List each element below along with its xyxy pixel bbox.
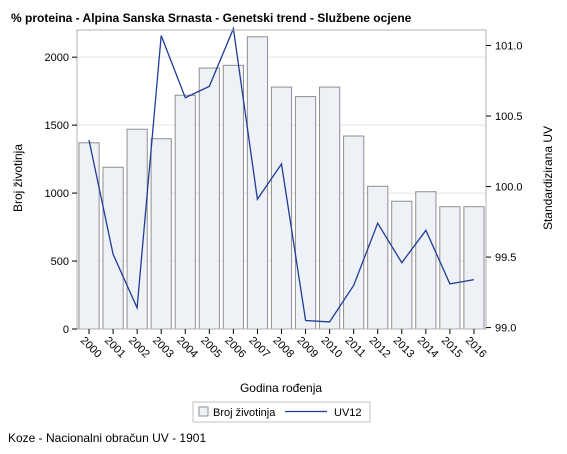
bar	[415, 191, 437, 330]
y-tick-label: 0	[63, 324, 69, 336]
x-tick-label: 2008	[270, 335, 296, 361]
x-axis-label: Godina rođenja	[240, 381, 322, 395]
bar	[343, 135, 365, 330]
x-axis-ticks: 2000200120022003200420052006200720082009…	[78, 329, 489, 360]
y2-tick-label: 99.0	[495, 323, 516, 335]
legend-frame	[192, 401, 371, 423]
y-axis-ticks: 0 500 1000 1500 2000	[45, 52, 77, 336]
bar	[198, 67, 220, 330]
x-tick-label: 2009	[294, 335, 320, 361]
y2-tick-label: 100.0	[495, 182, 523, 194]
y-tick-label: 1000	[45, 188, 69, 200]
y2-tick-label: 99.5	[495, 252, 516, 264]
x-tick-label: 2014	[415, 335, 441, 361]
x-tick-label: 2002	[126, 335, 152, 361]
bar	[463, 206, 485, 330]
x-tick-label: 2005	[198, 335, 224, 361]
y-tick-label: 1500	[45, 120, 69, 132]
y2-tick-label: 100.5	[495, 111, 523, 123]
x-tick-label: 2000	[78, 335, 104, 361]
bar	[319, 86, 341, 330]
legend-line-label: UV12	[334, 407, 362, 419]
bar	[222, 64, 244, 330]
bar	[367, 185, 389, 330]
x-tick-label: 2007	[246, 335, 272, 361]
bar	[174, 94, 196, 330]
y2-tick-label: 101.0	[495, 41, 523, 53]
x-tick-label: 2004	[174, 335, 200, 361]
y-tick-label: 500	[51, 256, 69, 268]
x-tick-label: 2016	[463, 335, 489, 361]
x-tick-label: 2013	[391, 335, 417, 361]
line-series	[88, 26, 475, 323]
bar	[246, 36, 269, 330]
y2-axis-label: Standardizirana UV	[541, 126, 555, 230]
legend-bar-swatch	[198, 406, 209, 417]
footnote: Koze - Nacionalni obračun UV - 1901	[8, 431, 206, 445]
legend: Broj životinja UV12	[192, 401, 371, 423]
x-tick-label: 2011	[343, 335, 368, 360]
y2-axis-ticks: 99.0 99.5 100.0 100.5 101.0	[486, 41, 523, 335]
y-tick-label: 2000	[45, 52, 69, 64]
bar	[102, 166, 124, 330]
bar	[294, 96, 317, 330]
x-tick-label: 2012	[367, 335, 393, 361]
chart-title: % proteina - Alpina Sanska Srnasta - Gen…	[11, 11, 412, 25]
bar-series	[78, 36, 485, 330]
x-tick-label: 2006	[222, 335, 248, 361]
legend-bar-label: Broj životinja	[213, 407, 276, 419]
bar	[391, 200, 413, 330]
bar	[150, 138, 172, 330]
x-tick-label: 2010	[318, 335, 344, 361]
x-tick-label: 2015	[439, 335, 465, 361]
x-tick-label: 2003	[150, 335, 176, 361]
y-axis-label: Broj životinja	[11, 144, 25, 212]
uv12-line	[88, 26, 475, 323]
x-tick-label: 2001	[102, 335, 128, 361]
